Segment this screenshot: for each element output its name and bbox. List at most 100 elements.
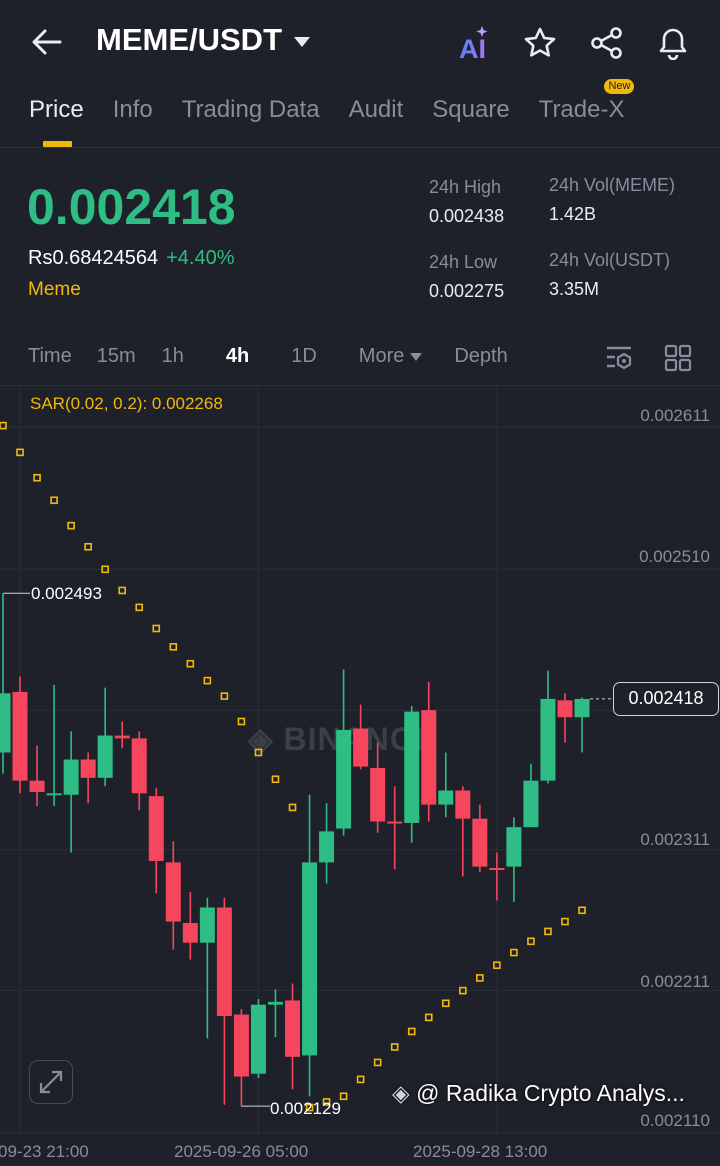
candlestick-chart[interactable] [0, 386, 720, 1166]
tab-audit[interactable]: Audit [348, 96, 404, 123]
pair-selector[interactable]: MEME/USDT [96, 22, 310, 58]
sar-dot [322, 1098, 331, 1106]
sar-dot [84, 542, 92, 551]
candle-body [131, 738, 147, 794]
stat-label-24h-high: 24h High [429, 177, 502, 197]
candle-body [404, 711, 420, 823]
interval-bar: Time 15m 1h 4h 1D More Depth [28, 345, 508, 368]
interval-1h[interactable]: 1h [161, 345, 184, 367]
sar-dot [578, 906, 586, 915]
tab-price[interactable]: Price [29, 96, 84, 147]
candle-body [29, 780, 45, 792]
caret-down-icon [294, 36, 310, 47]
x-tick-label: 2025-09-28 13:00 [413, 1142, 548, 1161]
favorite-button[interactable] [523, 26, 557, 65]
candle-body [540, 698, 556, 781]
sar-dot [339, 1092, 348, 1101]
sar-dot [527, 937, 535, 946]
last-price: 0.002418 [27, 179, 236, 235]
y-tick-label: 0.002510 [639, 547, 710, 566]
sar-dot [271, 775, 280, 784]
tab-info[interactable]: Info [112, 96, 153, 123]
indicator-settings-button[interactable] [604, 344, 634, 377]
pair-title: MEME/USDT [96, 22, 282, 57]
bell-icon [659, 28, 687, 61]
stat-value-24h-low: 0.002275 [429, 281, 505, 301]
y-tick-label: 0.002311 [640, 830, 710, 849]
caret-down-icon [410, 352, 423, 361]
sar-dot [254, 748, 263, 757]
candle-body [114, 735, 130, 739]
ai-button[interactable]: AI [457, 26, 493, 64]
candle-body [455, 790, 471, 819]
back-arrow-icon [32, 29, 62, 55]
fullscreen-button[interactable] [29, 1060, 73, 1104]
sar-dot [288, 803, 297, 812]
binance-logo-icon: ◈ [392, 1080, 410, 1106]
interval-depth[interactable]: Depth [454, 345, 508, 367]
high-marker-label: 0.002493 [31, 584, 102, 603]
star-icon [524, 27, 556, 57]
ai-icon: AI [459, 26, 488, 64]
user-watermark: ◈ @ Radika Crypto Analys... [392, 1080, 685, 1106]
sar-indicator-label: SAR(0.02, 0.2): 0.002268 [30, 394, 223, 413]
divider [0, 147, 720, 148]
sar-dot [186, 659, 195, 668]
low-marker-label: 0.002129 [270, 1099, 341, 1118]
chart-top-border [0, 385, 720, 386]
candle-body [489, 868, 505, 871]
back-button[interactable] [30, 26, 64, 58]
tab-trade-x[interactable]: Trade-X New [539, 79, 635, 124]
stat-label-24h-vol-meme: 24h Vol(MEME) [549, 175, 676, 195]
stat-value-24h-high: 0.002438 [429, 206, 505, 226]
stat-value-24h-vol-meme: 1.42B [549, 204, 597, 224]
interval-time[interactable]: Time [28, 345, 72, 367]
candle-body [319, 831, 335, 863]
stat-value-24h-vol-usdt: 3.35M [549, 279, 600, 299]
tab-square[interactable]: Square [432, 96, 510, 123]
sar-dot [441, 999, 450, 1008]
candle-body [387, 821, 403, 824]
layout-button[interactable] [664, 344, 692, 377]
candle-body [0, 693, 11, 753]
last-price-marker: 0.002418 [613, 682, 719, 716]
candle-body [12, 691, 28, 781]
sar-dot [67, 521, 75, 530]
sar-dot [510, 948, 518, 957]
candle-body [353, 728, 369, 767]
candle-body [216, 907, 232, 1016]
share-icon [591, 27, 622, 59]
candle-body [250, 1004, 266, 1074]
fiat-price-row: Rs0.68424564 +4.40% [28, 247, 235, 270]
interval-4h[interactable]: 4h [225, 345, 250, 367]
share-button[interactable] [589, 26, 625, 65]
candle-body [421, 710, 437, 805]
interval-15m[interactable]: 15m [96, 345, 136, 367]
candle-body [370, 767, 386, 822]
candle-body [267, 1001, 283, 1005]
candle-body [97, 735, 113, 778]
category-tag[interactable]: Meme [28, 279, 81, 300]
change-percent: +4.40% [166, 247, 235, 269]
candle-body [438, 790, 454, 805]
candle-body [336, 729, 352, 829]
interval-more[interactable]: More [359, 345, 423, 368]
interval-1d[interactable]: 1D [291, 345, 317, 367]
candle-body [302, 862, 318, 1056]
sar-dot [459, 986, 467, 995]
sar-dot [373, 1058, 382, 1067]
sar-dot [152, 624, 161, 633]
candle-body [523, 780, 539, 828]
x-tick-label: 2025-09-26 05:00 [174, 1142, 309, 1161]
expand-icon [39, 1070, 63, 1094]
candle-body [80, 759, 96, 778]
alert-button[interactable] [655, 24, 691, 65]
sar-dot [118, 586, 127, 595]
y-tick-label: 0.002611 [640, 406, 710, 425]
sar-dot [237, 717, 246, 726]
tab-trading-data[interactable]: Trading Data [181, 96, 320, 123]
sar-dot [561, 917, 569, 926]
indicator-settings-icon [607, 346, 632, 370]
sar-dot [544, 927, 552, 936]
sar-dot [50, 496, 58, 505]
